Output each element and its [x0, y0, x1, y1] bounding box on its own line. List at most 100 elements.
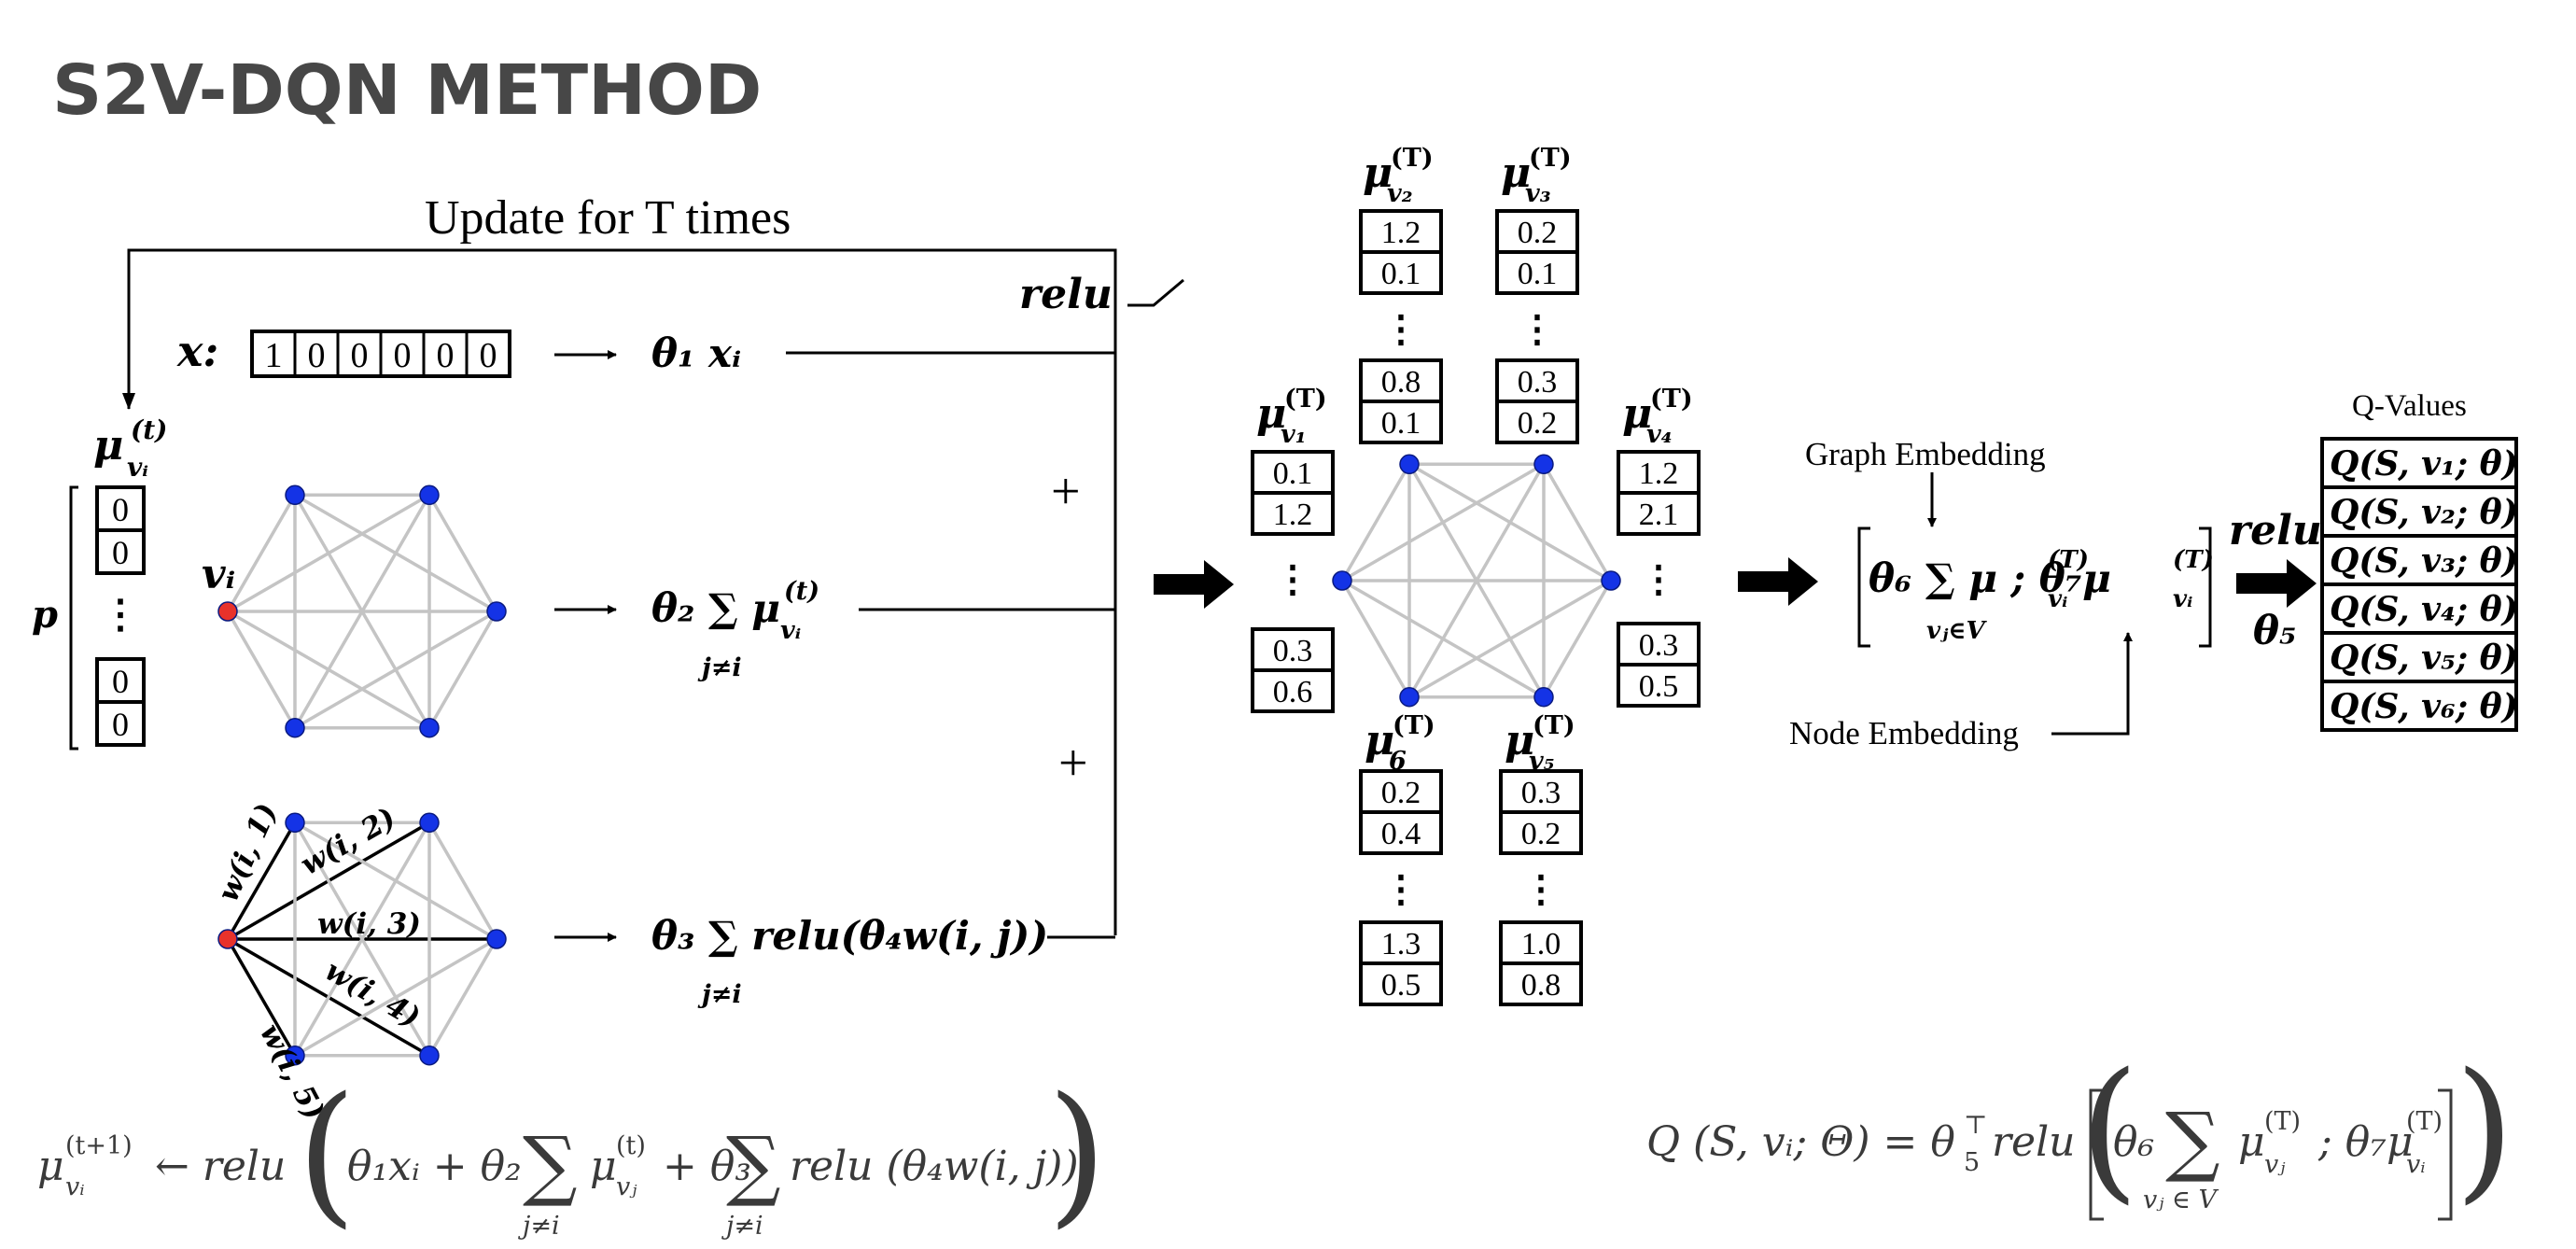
embedding-sub: v₁: [1281, 420, 1307, 449]
embedding-sub: 6: [1389, 747, 1407, 776]
x-vector-cell: 0: [308, 336, 326, 375]
weighted-edge: [226, 938, 297, 1057]
init-vector-value: 0: [112, 663, 129, 700]
uf-close-paren: ): [1047, 1064, 1107, 1242]
embedding-value: 1.0: [1521, 927, 1561, 961]
graph-edge: [1407, 463, 1546, 698]
relu-label-top: relu: [1019, 271, 1113, 318]
qf-mu-sub-j: vⱼ: [2264, 1150, 2286, 1179]
embedding-value: 0.1: [1273, 456, 1313, 491]
embedding-cell: [1359, 810, 1443, 855]
node-embedding-label: Node Embedding: [1789, 715, 2019, 751]
embedding-cell: [1499, 961, 1583, 1006]
embedding-cell: [1499, 769, 1583, 814]
qvalue-text: Q(S, v₁; θ): [2330, 444, 2518, 484]
qvalues-list: Q(S, v₁; θ) Q(S, v₂; θ) Q(S, v₃; θ) Q(S, v₄…: [2320, 437, 2518, 732]
graph-node: [1533, 686, 1554, 708]
big-arrow-1: [1154, 560, 1234, 609]
embedding-value: 0.3: [1639, 628, 1679, 663]
graph-node: [419, 484, 440, 506]
graph-edge: [1542, 580, 1613, 698]
embedding-value: 0.2: [1518, 406, 1558, 441]
embedding-cell: [1617, 491, 1701, 536]
graph-node: [419, 1045, 440, 1066]
embedding-cell: [1495, 400, 1579, 444]
x-vector-cell: 1: [265, 336, 283, 375]
embedding-cell: [1359, 250, 1443, 295]
p-label: p: [32, 593, 58, 637]
theta3-term: θ₃ ∑ relu(θ₄w(i, j)): [651, 913, 1048, 959]
uf-mu: μ: [590, 1143, 617, 1190]
graph-edge: [226, 610, 297, 729]
embedding-value: 1.2: [1639, 456, 1679, 491]
embedding-cell: [1251, 627, 1335, 672]
weight-label: w(i, 1): [211, 798, 284, 906]
qf-mu: μ: [2238, 1118, 2265, 1166]
embedding-value: 0.2: [1518, 216, 1558, 250]
graph-edge: [294, 821, 497, 941]
update-label: Update for T times: [425, 191, 791, 245]
combo-bracket-left: [1857, 526, 1870, 648]
uf-sum-1-sub: j≠i: [518, 1212, 560, 1241]
embedding-value: 0.6: [1273, 675, 1313, 709]
embedding-sup: (T): [1529, 144, 1572, 173]
graph-node: [285, 1045, 305, 1066]
relu-icon: [1127, 278, 1184, 307]
embedding-mu-label: μ: [1363, 149, 1393, 197]
theta5-label: θ₅: [2253, 608, 2296, 653]
graph-node: [1332, 570, 1352, 591]
qf-mu-sup-2: (T): [2406, 1107, 2443, 1136]
graph-node: [1533, 454, 1554, 475]
embedding-dots: ⋮: [1382, 307, 1420, 351]
qf-mu-sup: (T): [2264, 1107, 2301, 1136]
graph-node: [419, 717, 440, 738]
graph-node: [419, 812, 440, 834]
embedding-cell: [1495, 250, 1579, 295]
relu-label-right: relu: [2229, 507, 2322, 554]
graph-edge: [1340, 463, 1411, 582]
embedding-sup: (T): [1393, 711, 1435, 740]
qf-bracket-left: [2089, 1088, 2104, 1221]
graph-edge: [226, 494, 297, 612]
mu-t-sup: (t): [131, 414, 167, 445]
qvalue-text: Q(S, v₅; θ): [2330, 639, 2518, 678]
embedding-mu-label: μ: [1365, 717, 1394, 765]
embedding-value: 1.2: [1273, 498, 1313, 532]
qf-bracket-right: [2438, 1088, 2453, 1221]
uf-term1: θ₁xᵢ + θ₂: [347, 1143, 522, 1190]
embedding-mu-label: μ: [1622, 390, 1652, 438]
uf-mu-sup: (t): [616, 1131, 646, 1160]
qf-lhs: Q (S, vᵢ; Θ) = θ: [1646, 1118, 1955, 1166]
embedding-value: 0.1: [1518, 257, 1558, 291]
qf-lhs-sub: 5: [1964, 1148, 1980, 1177]
qvalue-cell: [2320, 680, 2518, 732]
uf-lhs: μ: [37, 1143, 64, 1190]
embedding-cell: [1617, 622, 1701, 667]
x-vector-cell: 0: [480, 336, 497, 375]
qvalue-cell: [2320, 582, 2518, 635]
uf-lhs-sup: (t+1): [65, 1131, 133, 1160]
embedding-mu-label: μ: [1501, 149, 1531, 197]
combo-bracket-right: [2199, 526, 2212, 648]
qvalue-cell: [2320, 534, 2518, 586]
graph-2: [217, 812, 507, 1066]
qf-relu: relu: [1992, 1118, 2075, 1166]
graph-edge: [427, 610, 498, 729]
qf-lhs-sup: ⊤: [1964, 1111, 1987, 1140]
q-formula: Q (S, vᵢ; Θ) = θ 5 ⊤ relu ( θ₆ ∑ vⱼ ∈ V …: [1646, 1040, 2514, 1221]
theta2-mu-sup: (t): [784, 577, 819, 606]
graph-edge: [427, 938, 498, 1057]
embedding-cell: [1251, 668, 1335, 713]
graph-edge: [427, 821, 498, 940]
theta2-term: θ₂ ∑ μ: [651, 585, 780, 631]
qf-sum: ∑: [2165, 1097, 2220, 1186]
embedding-dots: ⋮: [1274, 557, 1311, 601]
embedding-value: 1.2: [1381, 216, 1421, 250]
graph-node: [486, 601, 507, 622]
embedding-mu-label: μ: [1505, 717, 1534, 765]
embedding-mu-label: μ: [1256, 390, 1286, 438]
init-vector-cell: [95, 528, 146, 575]
embedding-value: 0.5: [1381, 968, 1421, 1003]
embedding-cell: [1617, 663, 1701, 708]
qvalues-label: Q-Values: [2352, 389, 2467, 423]
